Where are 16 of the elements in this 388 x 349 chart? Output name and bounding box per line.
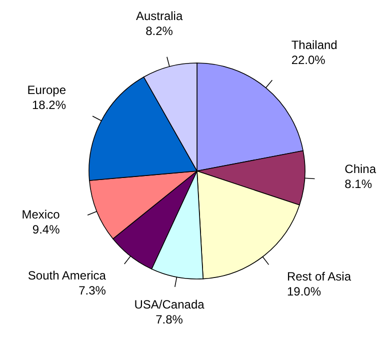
data-label: 7.8%	[156, 312, 184, 326]
data-label: 22.0%	[291, 52, 326, 67]
data-label: 9.4%	[32, 222, 60, 236]
slice-label: South America	[28, 268, 106, 283]
slice-label: China	[344, 162, 376, 176]
data-label: 18.2%	[32, 98, 66, 112]
data-label: 8.1%	[344, 176, 372, 191]
slice-label: Thailand	[291, 38, 338, 52]
data-label: 8.2%	[146, 24, 174, 38]
slice-label: USA/Canada	[134, 297, 205, 312]
slice-label: Rest of Asia	[286, 270, 352, 284]
legend-label: Mexico	[22, 207, 60, 222]
data-label: 7.3%	[78, 284, 106, 298]
slice-label: Australia	[136, 8, 183, 23]
data-label: 19.0%	[286, 284, 322, 299]
slice-label: Europe	[27, 83, 66, 98]
